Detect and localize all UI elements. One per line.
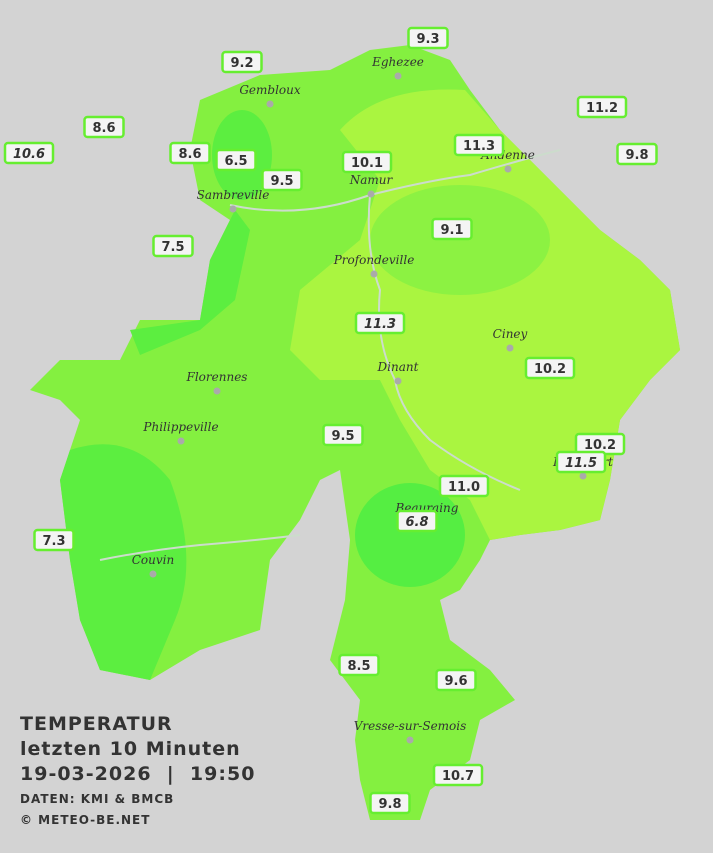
- station-value: 11.3: [364, 317, 396, 332]
- station-value: 7.3: [42, 534, 65, 549]
- station-value: 9.6: [444, 674, 467, 689]
- station-value: 9.5: [270, 174, 293, 189]
- station-box: [576, 95, 628, 119]
- town-dot: [177, 437, 185, 445]
- station-value: 8.6: [178, 147, 201, 162]
- title-text: TEMPERATUR: [20, 713, 173, 735]
- title-text: DATEN: KMI & BMCB: [20, 792, 174, 806]
- station-value: 9.2: [230, 56, 253, 71]
- station-box: [33, 528, 75, 552]
- station-box: [453, 133, 505, 157]
- title-text: 19-03-2026 | 19:50: [20, 763, 255, 785]
- station-box: [369, 791, 411, 815]
- town-label: Namur: [349, 173, 394, 187]
- station-box: [152, 234, 194, 258]
- town-dot: [406, 736, 414, 744]
- town-dot: [266, 100, 274, 108]
- station-value: 10.7: [442, 769, 474, 784]
- station-value: 10.2: [584, 438, 616, 453]
- town-dot: [213, 387, 221, 395]
- title-text: © METEO-BE.NET: [20, 813, 150, 827]
- station-value: 10.2: [534, 362, 566, 377]
- station-box: [83, 115, 125, 139]
- station-value: 8.5: [347, 659, 370, 674]
- station-box: [215, 148, 257, 172]
- town-dot: [149, 570, 157, 578]
- station-box: [438, 474, 490, 498]
- town-label: Ciney: [493, 327, 528, 341]
- town-label: Eghezee: [371, 55, 424, 69]
- station-value: 11.0: [448, 480, 480, 495]
- town-label: Sambreville: [197, 188, 270, 202]
- town-label: Gembloux: [239, 83, 301, 97]
- station-box: [354, 311, 406, 335]
- town-dot: [394, 377, 402, 385]
- station-value: 11.2: [586, 101, 618, 116]
- station-value: 9.5: [331, 429, 354, 444]
- cool-zone: [355, 483, 465, 587]
- warm-zone: [290, 89, 680, 540]
- title-text: letzten 10 Minuten: [20, 738, 241, 760]
- station-value: 9.1: [440, 223, 463, 238]
- station-box: [341, 150, 393, 174]
- town-dot: [367, 190, 375, 198]
- town-label: Profondeville: [333, 253, 415, 267]
- station-value: 11.5: [565, 456, 597, 471]
- station-value: 8.6: [92, 121, 115, 136]
- town-dot: [370, 270, 378, 278]
- station-value: 10.6: [13, 147, 45, 162]
- town-label: Vresse-sur-Semois: [354, 719, 467, 733]
- town-label: Philippeville: [142, 420, 218, 434]
- town-dot: [579, 472, 587, 480]
- town-label: Florennes: [186, 370, 248, 384]
- station-box: [3, 141, 55, 165]
- station-box: [396, 509, 438, 533]
- station-box: [524, 356, 576, 380]
- station-box: [432, 763, 484, 787]
- station-box: [338, 653, 380, 677]
- station-box: [322, 423, 364, 447]
- station-box: [169, 141, 211, 165]
- station-value: 9.8: [625, 148, 648, 163]
- station-box: [261, 168, 303, 192]
- station-value: 10.1: [351, 156, 383, 171]
- town-label: Dinant: [377, 360, 419, 374]
- town-label: Couvin: [132, 553, 174, 567]
- station-value: 9.8: [378, 797, 401, 812]
- town-dot: [229, 205, 237, 213]
- cool-zone: [130, 210, 250, 355]
- station-box: [431, 217, 473, 241]
- town-dot: [504, 165, 512, 173]
- station-value: 6.8: [405, 515, 428, 530]
- town-dot: [394, 72, 402, 80]
- station-value: 9.3: [416, 32, 439, 47]
- station-value: 7.5: [161, 240, 184, 255]
- station-value: 11.3: [463, 139, 495, 154]
- station-box: [221, 50, 263, 74]
- station-box: [435, 668, 477, 692]
- station-box: [616, 142, 658, 166]
- station-value: 6.5: [224, 154, 247, 169]
- cool-zone: [60, 444, 187, 680]
- station-box: [407, 26, 449, 50]
- town-dot: [506, 344, 514, 352]
- station-box: [555, 450, 607, 474]
